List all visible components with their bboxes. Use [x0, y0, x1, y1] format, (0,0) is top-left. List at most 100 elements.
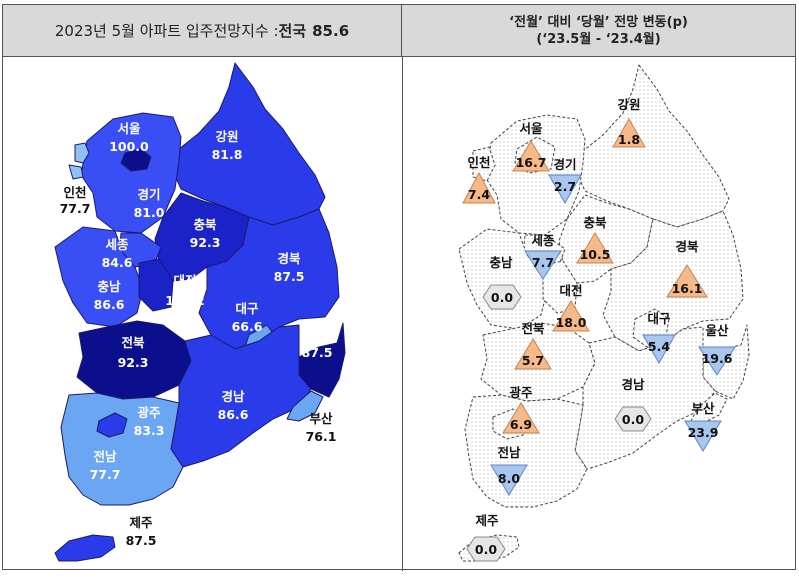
label-ulsan-value: 19.6	[702, 351, 733, 366]
label-jeonbuk-value: 92.3	[118, 355, 149, 370]
label-gyeonggi-name: 경기	[553, 157, 576, 172]
label-daegu-value: 66.6	[232, 319, 263, 334]
label-chungbuk-value: 10.5	[580, 247, 611, 262]
region-seoul	[120, 148, 152, 172]
label-gangwon-value: 81.8	[212, 147, 243, 162]
label-gyeongnam-name: 경남	[221, 389, 245, 404]
label-daegu-name: 대구	[647, 311, 671, 326]
label-incheon-value: 7.4	[468, 187, 490, 202]
marker-jeonnam-down	[490, 464, 528, 496]
region-jeonnam	[60, 392, 184, 506]
label-jeonbuk-name: 전북	[521, 321, 545, 336]
left-map: 서울 100.0 인천 77.7 경기 81.0 강원 81.8 충북 92.3…	[54, 62, 346, 562]
label-incheon-name: 인천	[63, 185, 86, 200]
label-jeonbuk-name: 전북	[121, 335, 145, 350]
marker-jeonbuk-up	[514, 338, 552, 370]
marker-gyeongbuk-up	[666, 264, 708, 298]
label-jeju-value: 87.5	[126, 533, 157, 548]
region-gwangju	[96, 412, 128, 438]
marker-gyeongnam-none	[614, 406, 652, 432]
marker-chungbuk-up	[576, 232, 614, 264]
region-daejeon	[138, 258, 174, 312]
label-chungbuk-value: 92.3	[190, 235, 221, 250]
marker-daegu-down	[642, 334, 676, 365]
label-sejong-name: 세종	[531, 233, 555, 248]
label-chungbuk-name: 충북	[193, 217, 217, 232]
label-ulsan-name: 울산	[705, 323, 729, 338]
label-gyeonggi-value: 81.0	[134, 205, 165, 220]
marker-gwangju-up	[502, 402, 540, 434]
label-seoul-value: 100.0	[109, 139, 149, 154]
label-gangwon-name: 강원	[617, 97, 640, 112]
label-incheon-name: 인천	[467, 155, 490, 170]
label-jeju-name: 제주	[475, 513, 499, 528]
marker-incheon-up	[462, 171, 496, 204]
left-title-value: 85.6	[312, 21, 350, 40]
marker-ulsan-down	[698, 346, 736, 376]
marker-jeju-none	[466, 536, 506, 562]
marker-gyeonggi-down	[548, 174, 582, 205]
label-jeonbuk-value: 5.7	[522, 353, 544, 368]
label-gwangju-name: 광주	[137, 405, 161, 420]
label-jeonnam-value: 8.0	[498, 471, 520, 486]
region-incheon	[472, 146, 496, 182]
label-gyeonggi-name: 경기	[137, 187, 160, 202]
region-jeju	[54, 534, 116, 562]
marker-seoul-up	[512, 140, 550, 172]
label-daegu-value: 5.4	[648, 339, 670, 354]
label-jeonnam-value: 77.7	[90, 467, 121, 482]
left-title-national: 전국	[278, 22, 307, 40]
label-sejong-value: 84.6	[102, 255, 133, 270]
region-gyeonggi	[80, 112, 182, 234]
label-gyeongnam-value: 0.0	[622, 412, 644, 427]
right-map-panel: 강원 1.8 서울 16.7 인천 7.4 경기 2.7 충북 10.5	[403, 57, 795, 570]
label-gyeongbuk-value: 16.1	[672, 281, 703, 296]
label-gwangju-value: 83.3	[134, 423, 165, 438]
label-daegu-name: 대구	[235, 301, 259, 316]
right-map: 강원 1.8 서울 16.7 인천 7.4 경기 2.7 충북 10.5	[458, 64, 750, 562]
label-gangwon-name: 강원	[215, 129, 238, 144]
label-jeonnam-name: 전남	[497, 445, 521, 460]
label-daejeon-value: 18.0	[556, 315, 587, 330]
label-gwangju-value: 6.9	[510, 417, 532, 432]
label-sejong-name: 세종	[105, 237, 129, 252]
figure-frame: 2023년 5월 아파트 입주전망지수 : 전국 85.6 ‘전월’ 대비 ‘당…	[2, 4, 796, 571]
label-jeju-name: 제주	[129, 515, 153, 530]
label-jeonnam-name: 전남	[93, 449, 117, 464]
region-incheon-2	[68, 164, 84, 180]
left-title-prefix: 2023년 5월 아파트 입주전망지수 :	[54, 22, 279, 40]
panel-divider	[402, 57, 403, 571]
label-gyeongbuk-name: 경북	[675, 239, 699, 254]
label-daejeon-name: 대전	[559, 283, 582, 298]
region-chungnam	[54, 226, 144, 328]
label-gangwon-value: 1.8	[618, 132, 640, 147]
label-gyeongbuk-value: 87.5	[274, 269, 305, 284]
region-busan	[286, 390, 324, 422]
label-jeju-value: 0.0	[475, 542, 497, 557]
label-seoul-value: 16.7	[516, 155, 547, 170]
label-seoul-name: 서울	[117, 121, 141, 136]
marker-gangwon-up	[612, 117, 646, 148]
right-header: ‘전월’ 대비 ‘당월’ 전망 변동(p) (‘23.5월 - ‘23.4월)	[402, 5, 795, 57]
label-busan-name: 부산	[691, 401, 715, 416]
label-incheon-value: 77.7	[60, 201, 91, 216]
label-chungnam-name: 충남	[97, 279, 121, 294]
label-gyeongbuk-name: 경북	[277, 251, 301, 266]
right-title-line2: (‘23.5월 - ‘23.4월)	[536, 31, 661, 47]
label-chungbuk-name: 충북	[583, 215, 607, 230]
label-gyeonggi-value: 2.7	[554, 179, 576, 194]
label-busan-name: 부산	[309, 411, 333, 426]
label-gyeongnam-name: 경남	[621, 377, 645, 392]
label-chungnam-name: 충남	[489, 255, 513, 270]
label-daejeon-name: 대전	[173, 273, 196, 288]
region-gyeonggi	[484, 114, 586, 236]
label-busan-value: 76.1	[306, 429, 337, 444]
label-seoul-name: 서울	[519, 121, 543, 136]
left-map-panel: 서울 100.0 인천 77.7 경기 81.0 강원 81.8 충북 92.3…	[3, 57, 401, 570]
label-ulsan-name: 울산	[305, 327, 329, 342]
marker-chungnam-none	[482, 284, 522, 310]
region-incheon-1	[74, 142, 90, 164]
marker-sejong-down	[524, 250, 562, 280]
label-daejeon-value: 106.2	[165, 293, 205, 308]
label-chungnam-value: 0.0	[491, 290, 513, 305]
